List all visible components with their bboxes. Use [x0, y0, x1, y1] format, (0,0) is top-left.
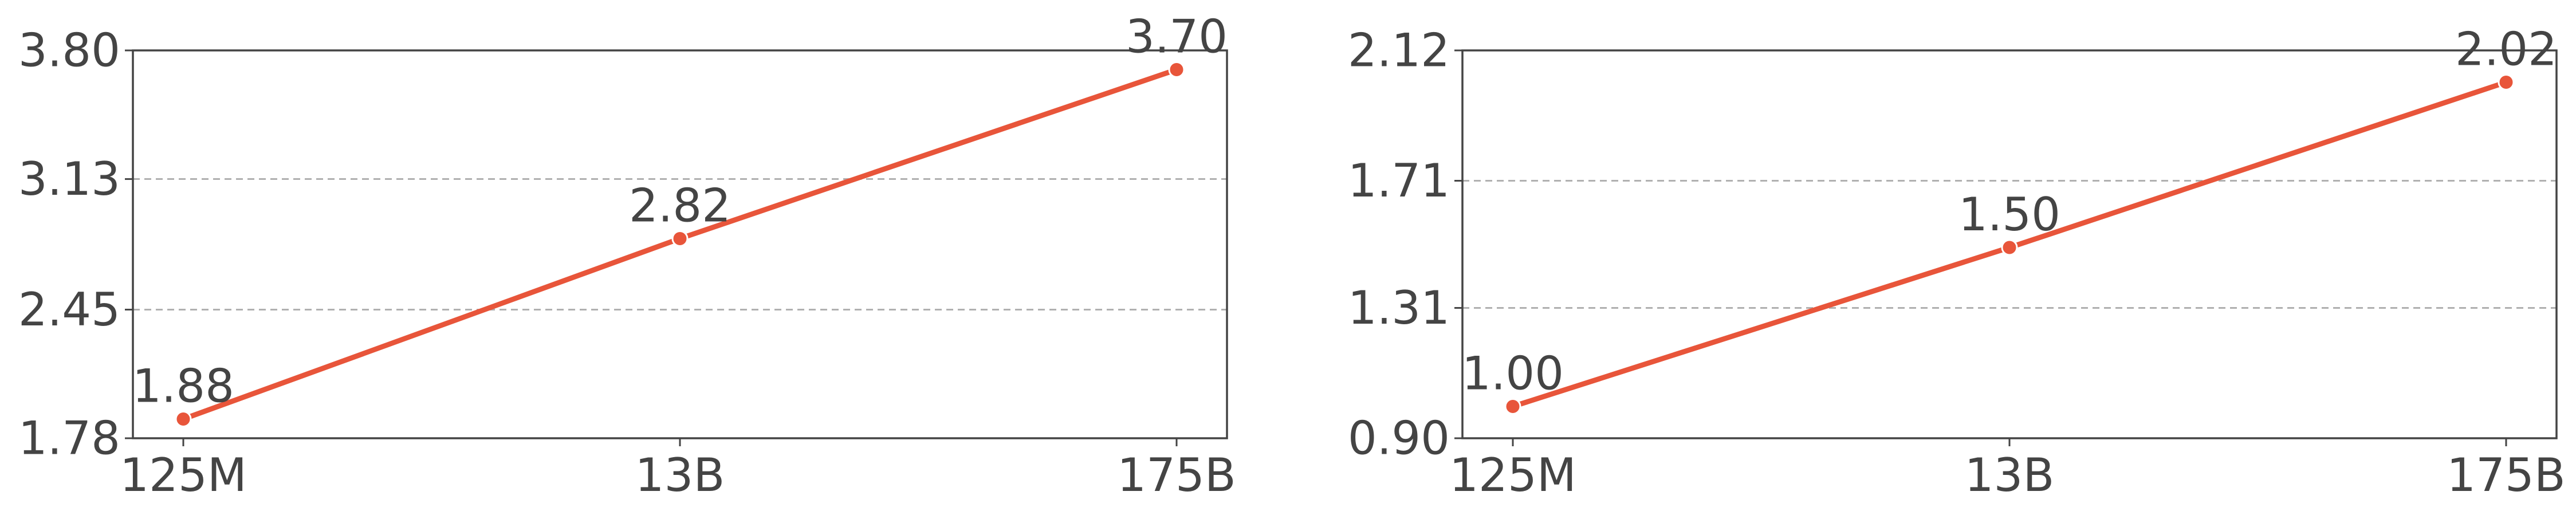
y-tick-label: 3.13	[18, 152, 120, 206]
y-tick-label: 2.45	[18, 283, 120, 336]
x-tick-label: 125M	[1449, 449, 1576, 502]
x-tick-label: 125M	[120, 449, 247, 502]
data-point	[1168, 61, 1185, 78]
data-point	[2001, 239, 2018, 256]
y-tick-label: 1.71	[1348, 154, 1450, 207]
data-label: 1.00	[1462, 347, 1564, 400]
data-label: 1.50	[1958, 188, 2060, 241]
data-label: 2.02	[2455, 22, 2557, 76]
data-label: 2.82	[629, 179, 731, 232]
data-label: 1.88	[132, 359, 234, 412]
chart-right: 0.90 1.31 1.71 2.12 125M 13B 175B 1.00 1.50 2.02	[1348, 22, 2566, 502]
y-tick-label: 1.78	[18, 412, 120, 465]
data-label: 3.70	[1126, 10, 1228, 64]
chart-left: 1.78 2.45 3.13 3.80 125M 13B 175B 1.88 2.82 3.70	[18, 10, 1236, 502]
data-point	[2498, 73, 2515, 91]
y-tick-label: 1.31	[1348, 281, 1450, 335]
y-tick-label: 2.12	[1348, 24, 1450, 77]
data-point	[175, 410, 192, 427]
x-tick-label: 175B	[1117, 449, 1236, 502]
y-tick-label: 3.80	[18, 24, 120, 77]
y-tick-label: 0.90	[1348, 412, 1450, 465]
x-tick-label: 175B	[2447, 449, 2566, 502]
x-tick-label: 13B	[635, 449, 725, 502]
data-point	[1504, 398, 1521, 415]
x-tick-label: 13B	[1965, 449, 2055, 502]
data-point	[671, 230, 689, 247]
